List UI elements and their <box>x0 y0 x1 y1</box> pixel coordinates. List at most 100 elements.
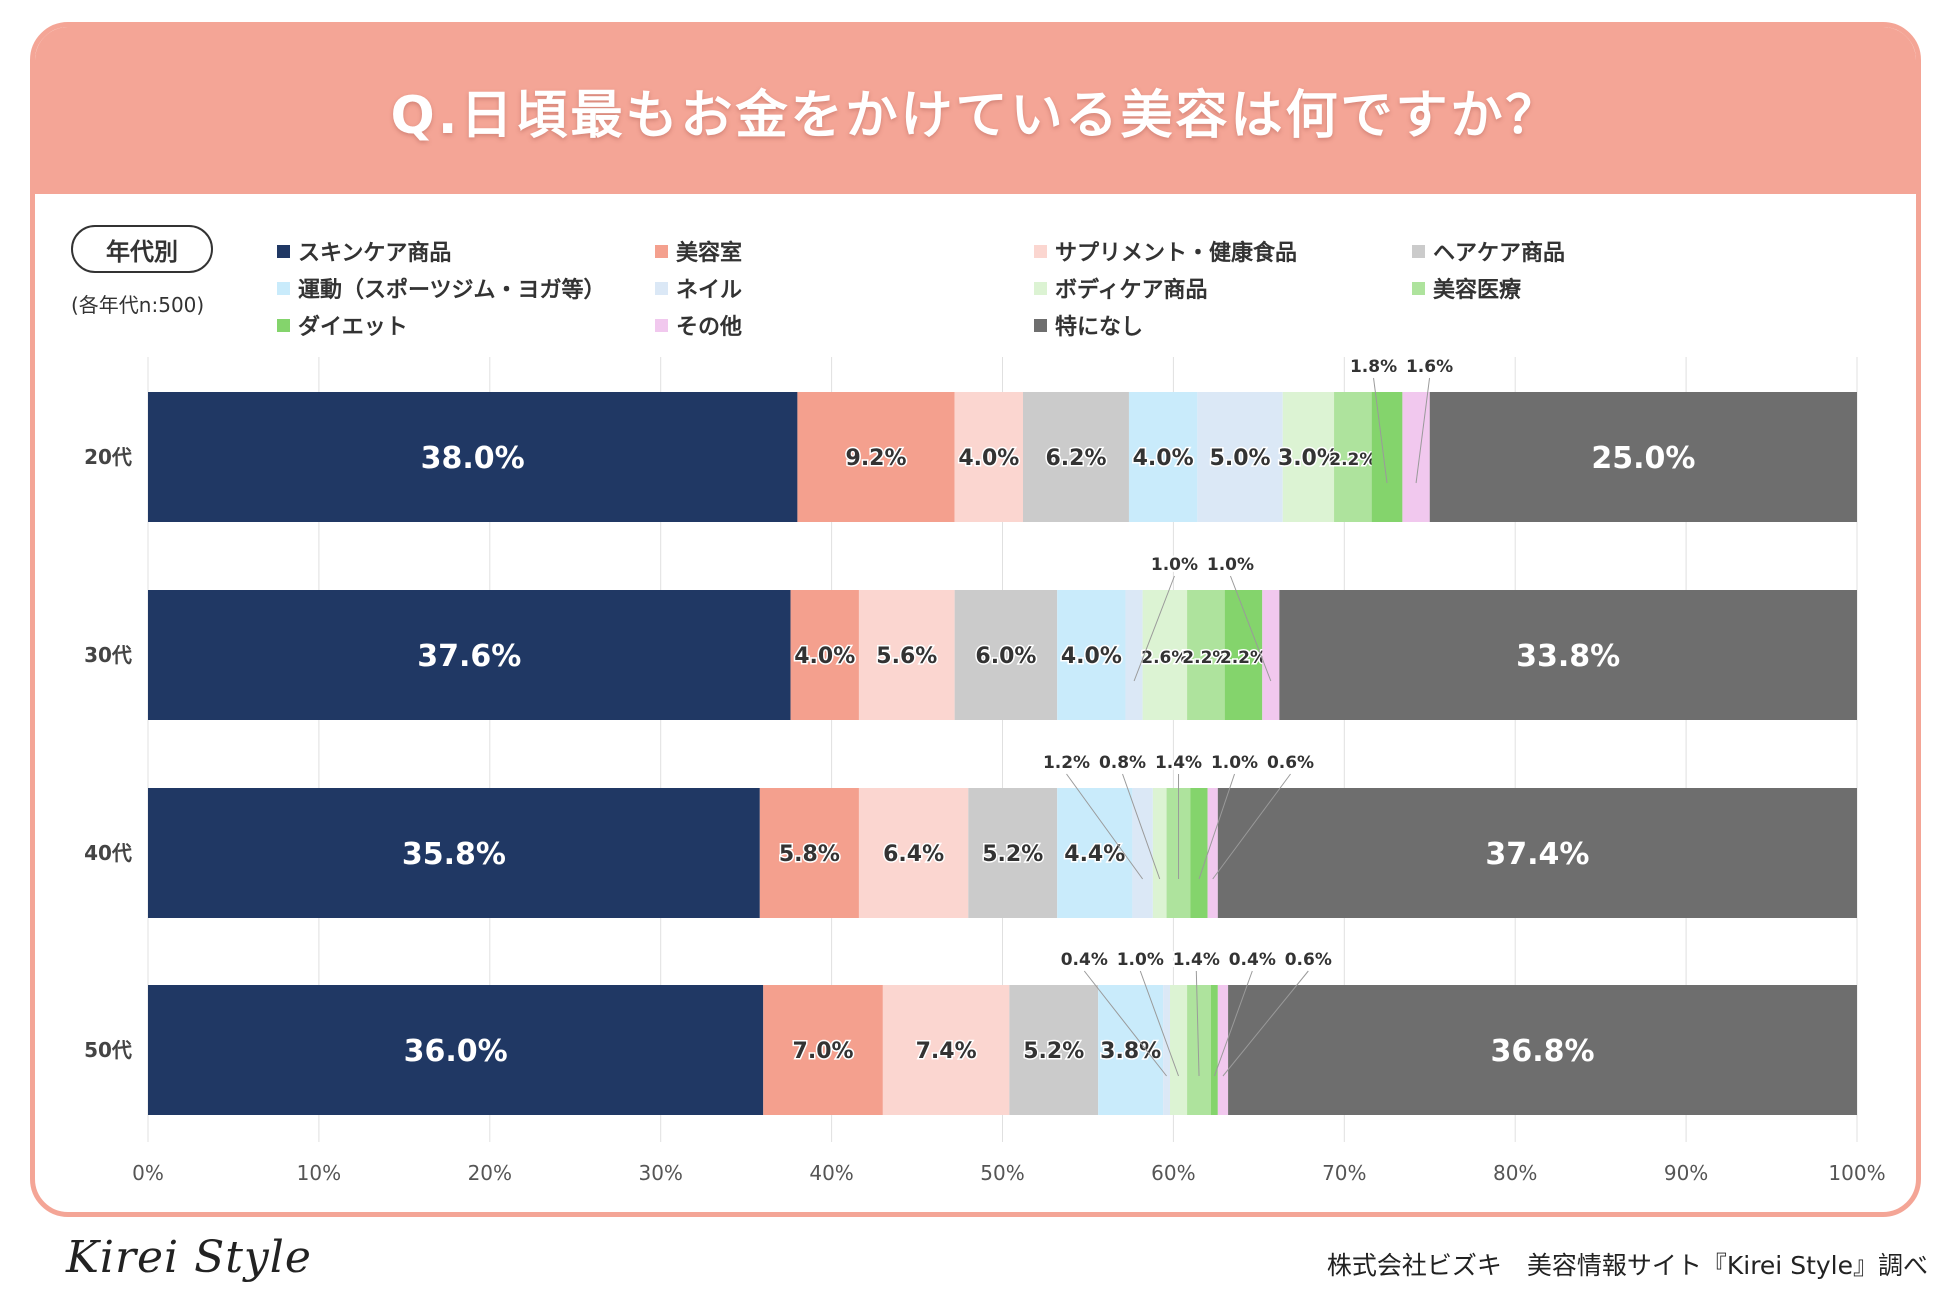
callout-line <box>1222 970 1309 1077</box>
callout-label: 1.0% <box>1211 753 1258 773</box>
legend-label: その他 <box>676 315 743 340</box>
bar-segment <box>1187 985 1211 1115</box>
legend-item: サプリメント・健康食品 <box>1034 235 1297 267</box>
data-label: 2.2% <box>1182 648 1229 668</box>
x-tick-label: 40% <box>809 1161 853 1185</box>
callout-label: 0.6% <box>1267 753 1314 773</box>
callout-line <box>1373 377 1388 484</box>
bar-segment <box>790 590 859 720</box>
x-tick-label: 30% <box>638 1161 682 1185</box>
bar-segment <box>797 392 955 522</box>
data-label: 5.0% <box>1210 446 1271 471</box>
data-label: 4.4% <box>1064 842 1125 867</box>
age-group-badge: 年代別 <box>71 225 213 273</box>
data-label: 6.4% <box>883 842 944 867</box>
bar-segment <box>148 985 764 1115</box>
data-label: 2.2% <box>1220 648 1267 668</box>
x-tick-label: 100% <box>1828 1161 1885 1185</box>
callout-line <box>1139 970 1179 1077</box>
callout-line <box>1133 575 1175 682</box>
legend-item: 美容室 <box>655 235 742 267</box>
legend-swatch <box>1034 318 1047 332</box>
legend-label: 特になし <box>1055 315 1144 340</box>
x-tick-label: 70% <box>1322 1161 1366 1185</box>
data-label: 7.0% <box>793 1039 854 1064</box>
callout-label: 1.0% <box>1117 950 1164 970</box>
chart-card: Q.日頃最もお金をかけている美容は何ですか？ 年代別 (各年代n:500) スキ… <box>30 22 1921 1217</box>
bar-segment <box>1197 392 1283 522</box>
bar-segment <box>1128 392 1198 522</box>
legend-label: 美容医療 <box>1433 278 1522 303</box>
data-label: 3.8% <box>1100 1039 1161 1064</box>
x-tick-label: 60% <box>1151 1161 1195 1185</box>
legend-item: 美容医療 <box>1412 272 1521 304</box>
data-label: 36.8% <box>1491 1034 1595 1069</box>
bar-segment <box>1262 590 1280 720</box>
data-label: 7.4% <box>916 1039 977 1064</box>
data-label: 2.2% <box>1329 450 1376 470</box>
legend-swatch <box>1412 281 1425 295</box>
legend-swatch <box>1034 244 1047 258</box>
data-label: 4.0% <box>958 446 1019 471</box>
legend-swatch <box>655 318 668 332</box>
legend-swatch <box>1034 281 1047 295</box>
data-label: 4.0% <box>1133 446 1194 471</box>
x-tick-label: 0% <box>132 1161 164 1185</box>
legend-item: ダイエット <box>277 309 408 341</box>
bar-segment <box>882 985 1010 1115</box>
legend-item: ボディケア商品 <box>1034 272 1207 304</box>
stacked-bar-chart: 0% 10% 20% 30% 40% 50% 60% 70% 80% 90% 100% 20代 38.0… <box>84 355 1886 1185</box>
callout-label: 1.4% <box>1155 753 1202 773</box>
legend-swatch <box>655 281 668 295</box>
bar-segment <box>1142 590 1188 720</box>
data-label: 5.8% <box>779 842 840 867</box>
source-credit: 株式会社ビズキ 美容情報サイト『Kirei Style』調べ <box>1326 1251 1928 1280</box>
callout-line <box>1122 773 1161 880</box>
callout-line <box>1212 773 1291 880</box>
bar-segment <box>1228 985 1857 1115</box>
bar-segment <box>1217 788 1857 918</box>
bar-segment <box>1169 985 1188 1115</box>
legend-swatch <box>1412 244 1425 258</box>
legend-label: ダイエット <box>298 315 408 340</box>
legend-swatch <box>277 244 290 258</box>
legend-label: ヘアケア商品 <box>1433 241 1566 266</box>
bar-segment <box>1207 788 1218 918</box>
callout-line <box>1083 970 1167 1077</box>
data-label: 38.0% <box>421 441 525 476</box>
legend-label: サプリメント・健康食品 <box>1055 241 1298 266</box>
bar-segment <box>1334 392 1372 522</box>
bar-segment <box>858 788 969 918</box>
data-label: 33.8% <box>1516 639 1620 674</box>
category-label: 20代 <box>84 445 132 469</box>
bar-segment <box>148 590 791 720</box>
legend-label: 運動（スポーツジム・ヨガ等） <box>298 278 606 303</box>
bar-segment <box>1210 985 1218 1115</box>
category-label: 40代 <box>84 841 132 865</box>
data-label: 37.6% <box>417 639 521 674</box>
legend-label: ボディケア商品 <box>1055 278 1208 303</box>
legend-item: 特になし <box>1034 309 1143 341</box>
bar-segment <box>1224 590 1263 720</box>
bar-segment <box>1057 590 1126 720</box>
callout-line <box>1066 773 1144 880</box>
data-label: 6.0% <box>975 644 1036 669</box>
data-label: 2.6% <box>1141 648 1188 668</box>
bar-segment <box>1023 392 1129 522</box>
callout-label: 1.6% <box>1406 357 1453 377</box>
x-tick-label: 10% <box>297 1161 341 1185</box>
bar-segment <box>1132 788 1153 918</box>
legend-label: 美容室 <box>676 241 743 266</box>
x-tick-label: 50% <box>980 1161 1024 1185</box>
callout-line <box>1195 970 1200 1077</box>
bar-segment <box>1125 590 1143 720</box>
callout-line <box>1213 970 1253 1077</box>
chart-title: Q.日頃最もお金をかけている美容は何ですか？ <box>390 86 1561 146</box>
callout-label: 1.4% <box>1173 950 1220 970</box>
callout-label: 0.6% <box>1285 950 1332 970</box>
data-label: 4.0% <box>794 644 855 669</box>
callout-label: 1.8% <box>1350 357 1397 377</box>
legend-item: 運動（スポーツジム・ヨガ等） <box>277 272 606 304</box>
bar-segment <box>858 590 955 720</box>
bar-segment <box>148 788 760 918</box>
